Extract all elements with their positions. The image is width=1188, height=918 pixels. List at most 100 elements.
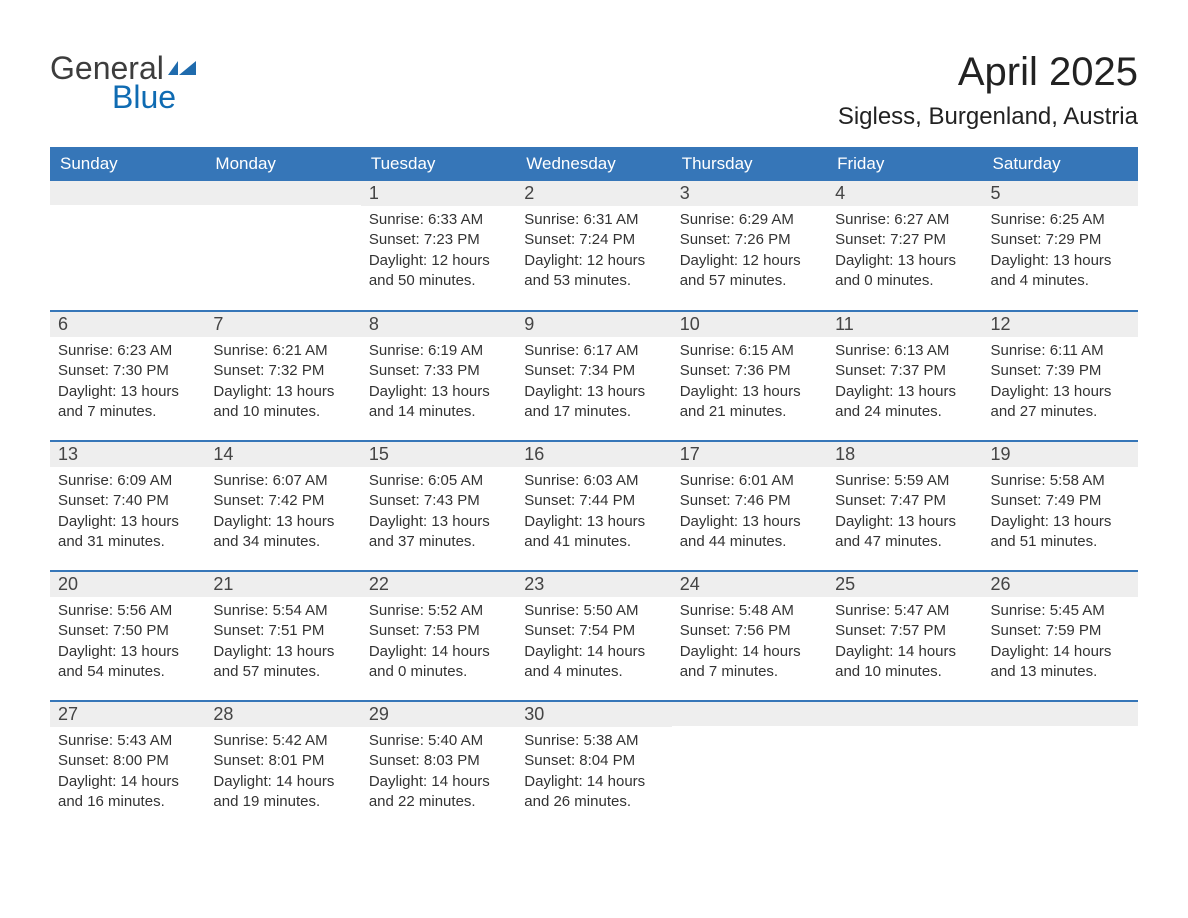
day-info-line: Daylight: 13 hours and 57 minutes. (213, 642, 352, 683)
calendar-cell: 16Sunrise: 6:03 AMSunset: 7:44 PMDayligh… (516, 441, 671, 571)
col-thu: Thursday (672, 147, 827, 181)
day-content: Sunrise: 6:03 AMSunset: 7:44 PMDaylight:… (516, 467, 671, 562)
calendar-cell: 29Sunrise: 5:40 AMSunset: 8:03 PMDayligh… (361, 701, 516, 831)
day-content: Sunrise: 6:13 AMSunset: 7:37 PMDaylight:… (827, 337, 982, 432)
calendar-cell: 22Sunrise: 5:52 AMSunset: 7:53 PMDayligh… (361, 571, 516, 701)
day-info-line: Sunset: 7:49 PM (991, 491, 1130, 511)
page-header: General Blue April 2025 Sigless, Burgenl… (50, 50, 1138, 131)
day-content: Sunrise: 5:58 AMSunset: 7:49 PMDaylight:… (983, 467, 1138, 562)
calendar-cell: 27Sunrise: 5:43 AMSunset: 8:00 PMDayligh… (50, 701, 205, 831)
day-info-line: Sunset: 7:43 PM (369, 491, 508, 511)
logo-text-2: Blue (112, 79, 176, 116)
day-info-line: Daylight: 13 hours and 0 minutes. (835, 251, 974, 292)
day-info-line: Sunset: 7:24 PM (524, 230, 663, 250)
day-number: 18 (827, 442, 982, 467)
day-info-line: Sunrise: 6:25 AM (991, 210, 1130, 230)
calendar-cell: 24Sunrise: 5:48 AMSunset: 7:56 PMDayligh… (672, 571, 827, 701)
day-info-line: Sunset: 7:42 PM (213, 491, 352, 511)
day-info-line: Daylight: 13 hours and 10 minutes. (213, 382, 352, 423)
calendar-week-row: 13Sunrise: 6:09 AMSunset: 7:40 PMDayligh… (50, 441, 1138, 571)
location-subtitle: Sigless, Burgenland, Austria (838, 103, 1138, 131)
day-content: Sunrise: 5:40 AMSunset: 8:03 PMDaylight:… (361, 727, 516, 822)
day-info-line: Sunrise: 5:54 AM (213, 601, 352, 621)
day-content: Sunrise: 5:50 AMSunset: 7:54 PMDaylight:… (516, 597, 671, 692)
calendar-week-row: 1Sunrise: 6:33 AMSunset: 7:23 PMDaylight… (50, 181, 1138, 311)
calendar-table: Sunday Monday Tuesday Wednesday Thursday… (50, 147, 1138, 831)
day-content: Sunrise: 5:48 AMSunset: 7:56 PMDaylight:… (672, 597, 827, 692)
day-number: 14 (205, 442, 360, 467)
day-info-line: Sunset: 7:32 PM (213, 361, 352, 381)
day-number: 22 (361, 572, 516, 597)
day-info-line: Daylight: 14 hours and 16 minutes. (58, 772, 197, 813)
day-number: 28 (205, 702, 360, 727)
day-content: Sunrise: 6:29 AMSunset: 7:26 PMDaylight:… (672, 206, 827, 301)
day-info-line: Sunset: 8:00 PM (58, 751, 197, 771)
day-number: 1 (361, 181, 516, 206)
day-info-line: Sunrise: 6:21 AM (213, 341, 352, 361)
day-number: 24 (672, 572, 827, 597)
day-info-line: Daylight: 14 hours and 26 minutes. (524, 772, 663, 813)
day-number: 10 (672, 312, 827, 337)
day-info-line: Sunset: 7:39 PM (991, 361, 1130, 381)
day-info-line: Daylight: 13 hours and 4 minutes. (991, 251, 1130, 292)
day-number-empty (205, 181, 360, 205)
day-info-line: Sunset: 7:27 PM (835, 230, 974, 250)
calendar-cell: 7Sunrise: 6:21 AMSunset: 7:32 PMDaylight… (205, 311, 360, 441)
day-info-line: Sunrise: 5:47 AM (835, 601, 974, 621)
day-content: Sunrise: 5:42 AMSunset: 8:01 PMDaylight:… (205, 727, 360, 822)
day-info-line: Sunrise: 6:13 AM (835, 341, 974, 361)
day-number: 4 (827, 181, 982, 206)
col-mon: Monday (205, 147, 360, 181)
day-info-line: Sunrise: 5:43 AM (58, 731, 197, 751)
day-content: Sunrise: 5:38 AMSunset: 8:04 PMDaylight:… (516, 727, 671, 822)
calendar-cell: 1Sunrise: 6:33 AMSunset: 7:23 PMDaylight… (361, 181, 516, 311)
col-sat: Saturday (983, 147, 1138, 181)
day-number: 17 (672, 442, 827, 467)
calendar-cell: 5Sunrise: 6:25 AMSunset: 7:29 PMDaylight… (983, 181, 1138, 311)
day-info-line: Sunset: 7:36 PM (680, 361, 819, 381)
calendar-cell: 21Sunrise: 5:54 AMSunset: 7:51 PMDayligh… (205, 571, 360, 701)
day-content: Sunrise: 6:25 AMSunset: 7:29 PMDaylight:… (983, 206, 1138, 301)
calendar-cell: 4Sunrise: 6:27 AMSunset: 7:27 PMDaylight… (827, 181, 982, 311)
day-content: Sunrise: 6:19 AMSunset: 7:33 PMDaylight:… (361, 337, 516, 432)
day-info-line: Sunrise: 6:23 AM (58, 341, 197, 361)
day-content: Sunrise: 6:17 AMSunset: 7:34 PMDaylight:… (516, 337, 671, 432)
day-content: Sunrise: 6:01 AMSunset: 7:46 PMDaylight:… (672, 467, 827, 562)
day-number: 15 (361, 442, 516, 467)
day-content: Sunrise: 6:27 AMSunset: 7:27 PMDaylight:… (827, 206, 982, 301)
day-content: Sunrise: 6:23 AMSunset: 7:30 PMDaylight:… (50, 337, 205, 432)
day-info-line: Sunrise: 6:33 AM (369, 210, 508, 230)
day-info-line: Sunset: 7:53 PM (369, 621, 508, 641)
day-number: 11 (827, 312, 982, 337)
day-content: Sunrise: 6:05 AMSunset: 7:43 PMDaylight:… (361, 467, 516, 562)
day-number: 13 (50, 442, 205, 467)
day-info-line: Sunset: 7:44 PM (524, 491, 663, 511)
month-title: April 2025 (838, 50, 1138, 95)
day-info-line: Sunrise: 5:50 AM (524, 601, 663, 621)
day-number: 3 (672, 181, 827, 206)
day-info-line: Sunrise: 6:17 AM (524, 341, 663, 361)
day-content: Sunrise: 6:07 AMSunset: 7:42 PMDaylight:… (205, 467, 360, 562)
day-info-line: Daylight: 13 hours and 37 minutes. (369, 512, 508, 553)
day-info-line: Sunrise: 5:38 AM (524, 731, 663, 751)
calendar-cell: 10Sunrise: 6:15 AMSunset: 7:36 PMDayligh… (672, 311, 827, 441)
day-content: Sunrise: 5:47 AMSunset: 7:57 PMDaylight:… (827, 597, 982, 692)
day-number: 25 (827, 572, 982, 597)
calendar-cell: 26Sunrise: 5:45 AMSunset: 7:59 PMDayligh… (983, 571, 1138, 701)
day-info-line: Sunrise: 5:48 AM (680, 601, 819, 621)
day-info-line: Sunset: 7:26 PM (680, 230, 819, 250)
calendar-cell: 3Sunrise: 6:29 AMSunset: 7:26 PMDaylight… (672, 181, 827, 311)
title-block: April 2025 Sigless, Burgenland, Austria (838, 50, 1138, 131)
calendar-cell: 9Sunrise: 6:17 AMSunset: 7:34 PMDaylight… (516, 311, 671, 441)
day-content: Sunrise: 5:43 AMSunset: 8:00 PMDaylight:… (50, 727, 205, 822)
day-number: 9 (516, 312, 671, 337)
day-info-line: Sunrise: 6:19 AM (369, 341, 508, 361)
day-info-line: Sunrise: 6:29 AM (680, 210, 819, 230)
calendar-cell: 19Sunrise: 5:58 AMSunset: 7:49 PMDayligh… (983, 441, 1138, 571)
day-number-empty (50, 181, 205, 205)
day-content: Sunrise: 6:11 AMSunset: 7:39 PMDaylight:… (983, 337, 1138, 432)
calendar-cell: 28Sunrise: 5:42 AMSunset: 8:01 PMDayligh… (205, 701, 360, 831)
day-info-line: Daylight: 13 hours and 47 minutes. (835, 512, 974, 553)
calendar-cell: 11Sunrise: 6:13 AMSunset: 7:37 PMDayligh… (827, 311, 982, 441)
calendar-week-row: 20Sunrise: 5:56 AMSunset: 7:50 PMDayligh… (50, 571, 1138, 701)
